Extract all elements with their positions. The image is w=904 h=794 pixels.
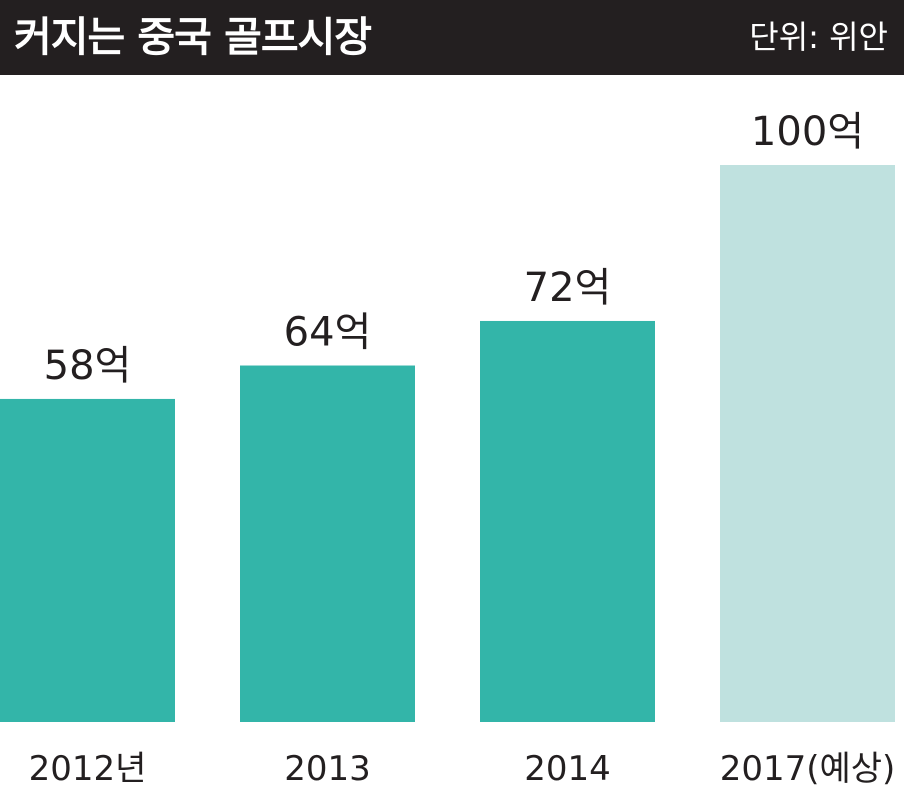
value-label-3: 100억 (751, 109, 864, 155)
bar-1 (240, 365, 415, 722)
unit-label: 단위: 위안 (749, 18, 888, 56)
value-label-0: 58억 (44, 343, 132, 389)
bar-3 (720, 165, 895, 722)
chart-header: 커지는 중국 골프시장 단위: 위안 (0, 0, 904, 75)
category-label-1: 2013 (284, 749, 371, 789)
category-label-2: 2014 (524, 749, 611, 789)
value-label-1: 64억 (284, 310, 372, 356)
chart-title: 커지는 중국 골프시장 (14, 13, 372, 61)
category-label-0: 2012년 (29, 749, 147, 789)
category-label-3: 2017(예상) (720, 749, 896, 789)
bar-0 (0, 398, 175, 722)
value-label-2: 72억 (524, 265, 612, 311)
bar-2 (480, 320, 655, 722)
